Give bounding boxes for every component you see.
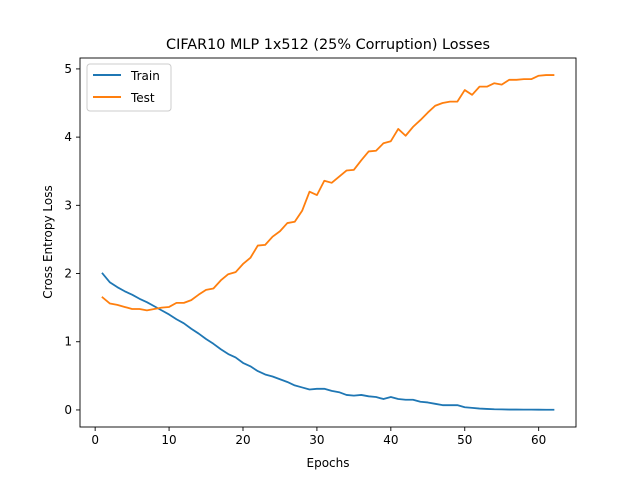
y-tick-label: 0 [64,403,72,417]
x-tick-label: 20 [235,433,250,447]
x-tick-label: 10 [161,433,176,447]
y-axis-label: Cross Entropy Loss [41,185,55,298]
plot-area [101,74,555,411]
y-tick-label: 3 [64,198,72,212]
legend-test-label: Test [130,91,155,105]
y-axis-ticks: 0 1 2 3 4 5 [64,62,80,417]
x-axis-label: Epochs [307,456,350,470]
chart-title: CIFAR10 MLP 1x512 (25% Corruption) Losse… [166,37,490,53]
legend-train-label: Train [130,69,160,83]
x-tick-label: 40 [383,433,398,447]
x-tick-label: 30 [309,433,324,447]
axes-frame [79,57,577,428]
series-line-test [101,74,555,312]
y-tick-label: 1 [64,335,72,349]
legend: Train Test [86,63,172,112]
x-tick-label: 0 [91,433,99,447]
x-axis-ticks: 0 10 20 30 40 50 60 [91,427,546,447]
x-tick-label: 60 [531,433,546,447]
x-tick-label: 50 [457,433,472,447]
y-tick-label: 2 [64,267,72,281]
y-tick-label: 5 [64,62,72,76]
y-tick-label: 4 [64,130,72,144]
series-line-train [101,272,555,411]
